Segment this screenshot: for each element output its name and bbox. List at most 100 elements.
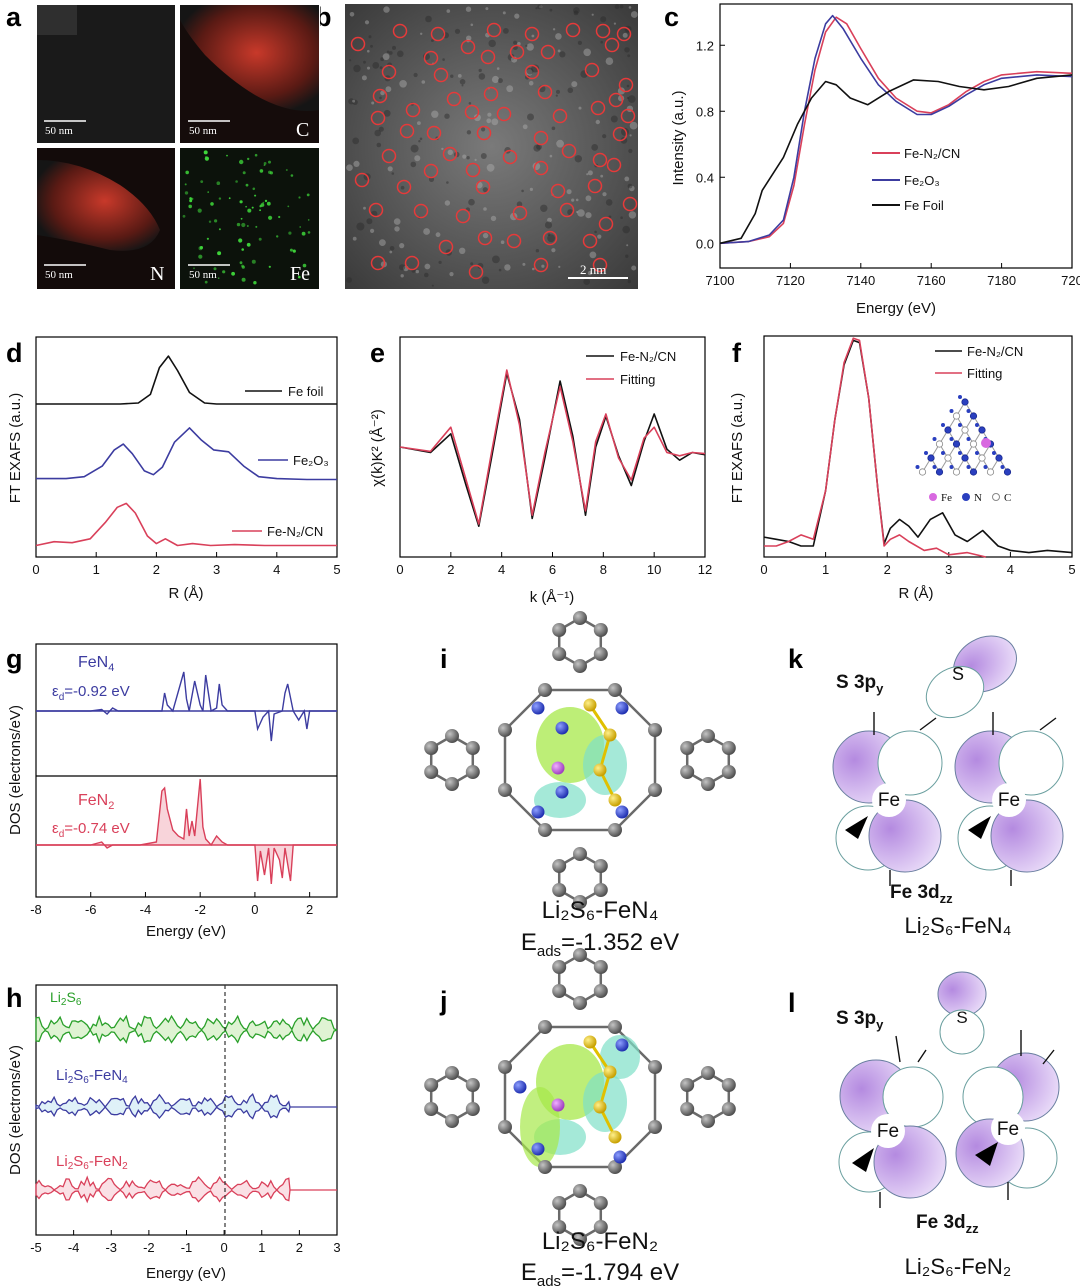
c-atom	[978, 454, 986, 462]
nitrogen-atom	[613, 1150, 627, 1164]
n-atom	[969, 412, 978, 420]
stem-speckle-dot	[566, 189, 572, 195]
c-atom	[952, 412, 961, 420]
fe-signal-dot	[189, 199, 193, 203]
fe-signal-dot	[246, 225, 249, 227]
series-label-li2s6-fen2: Li2S6-FeN2	[56, 1153, 128, 1172]
stem-speckle-dot	[378, 126, 384, 132]
carbon-atom	[552, 623, 567, 637]
s-3py-orbital: S	[937, 971, 987, 1055]
stem-speckle-dot	[504, 264, 511, 271]
n-atom	[952, 440, 961, 448]
carbon-atom	[538, 683, 552, 697]
n-atom	[932, 437, 937, 441]
stem-speckle-dot	[421, 80, 426, 84]
fe-signal-dot	[217, 251, 222, 256]
fe-signal-dot	[199, 246, 203, 250]
carbon-atom	[648, 1120, 662, 1134]
stem-speckle-dot	[356, 222, 365, 231]
stem-speckle-dot	[483, 207, 487, 211]
fe-signal-dot	[213, 267, 217, 271]
x-tick-label: 8	[600, 562, 607, 577]
stem-speckle-dot	[628, 148, 633, 154]
carbon-atom	[573, 1184, 587, 1198]
single-atom-marker	[477, 230, 493, 246]
carbon-atom	[648, 1060, 662, 1074]
single-atom-marker	[464, 104, 480, 120]
stem-speckle-dot	[397, 50, 404, 58]
stem-speckle-dot	[352, 137, 360, 145]
stem-speckle-dot	[459, 79, 466, 85]
stem-speckle-dot	[400, 274, 404, 278]
legend: Fe-N₂/CN Fe₂O₃ Fe Foil	[872, 146, 960, 213]
stem-speckle-dot	[605, 199, 613, 206]
stem-speckle-dot	[486, 163, 495, 172]
fe-signal-dot	[253, 281, 257, 285]
carbon-atom	[680, 741, 695, 755]
stem-speckle-dot	[625, 254, 629, 258]
fe-signal-dot	[285, 169, 288, 171]
stem-speckle-dot	[624, 176, 630, 182]
nitrogen-atom	[555, 785, 569, 799]
fe-signal-dot	[255, 225, 258, 228]
x-tick-label: 4	[273, 562, 280, 577]
x-tick-label: 4	[498, 562, 505, 577]
series-lines	[719, 14, 1073, 245]
single-atom-marker	[598, 216, 614, 232]
x-tick-label: -4	[140, 902, 152, 917]
fe-signal-dot	[235, 180, 238, 183]
single-atom-marker	[460, 39, 476, 55]
stem-speckle-dot	[528, 80, 534, 86]
stem-speckle-dot	[389, 250, 393, 254]
sulfur-atom	[603, 728, 617, 742]
stem-speckle-dot	[383, 109, 391, 117]
stem-speckle-dot	[619, 4, 624, 9]
n-atom	[949, 409, 954, 413]
stem-speckle-dot	[578, 106, 582, 110]
n-atom	[924, 451, 928, 455]
single-atom-marker	[438, 239, 454, 255]
stem-speckle-dot	[526, 69, 533, 76]
carbon-atom	[424, 741, 439, 755]
single-atom-marker	[533, 257, 549, 273]
fe-signal-dot	[299, 226, 302, 228]
stem-speckle-dot	[631, 265, 637, 271]
stem-speckle-dot	[605, 57, 614, 65]
fe-3d-orbital-right: Fe	[955, 1030, 1060, 1200]
eds-tile-haadf	[37, 5, 175, 143]
single-atom-marker	[354, 172, 370, 188]
fe-atom-label: Fe	[878, 790, 900, 811]
n-atom	[944, 426, 952, 434]
stem-speckle-dot	[498, 268, 502, 272]
stem-speckle-dot	[613, 22, 617, 25]
y-tick-label: 1.2	[696, 38, 714, 53]
n-atom	[958, 423, 962, 427]
carbon-atom	[498, 1120, 512, 1134]
single-atom-marker	[486, 22, 502, 38]
carbon-atom	[608, 1020, 622, 1034]
n-atom	[966, 409, 971, 413]
fe-signal-dot	[246, 242, 251, 247]
stem-speckle-dot	[617, 87, 626, 95]
fe-signal-dot	[288, 231, 292, 235]
fe-signal-dot	[217, 277, 220, 280]
fe-signal-dot	[252, 187, 256, 191]
fe-signal-dot	[205, 156, 207, 158]
fe-signal-dot	[184, 183, 187, 186]
stem-speckle-dot	[602, 134, 607, 139]
single-atom-marker	[446, 91, 462, 107]
stem-speckle-dot	[577, 209, 585, 217]
nitrogen-atom	[513, 1080, 527, 1094]
stem-speckle-dot	[391, 172, 395, 175]
fe-signal-dot	[264, 199, 268, 203]
carbon-atom	[498, 1060, 512, 1074]
single-atom-marker	[542, 230, 558, 246]
sulfur-atom	[593, 1100, 607, 1114]
carbon-atom	[498, 783, 512, 797]
legend-label: Fe₂O₃	[904, 173, 940, 188]
stem-speckle-dot	[370, 228, 375, 233]
single-atom-marker	[524, 26, 540, 42]
stem-speckle-dot	[478, 73, 486, 80]
stem-speckle-dot	[626, 96, 630, 100]
stem-speckle-dot	[622, 32, 628, 38]
